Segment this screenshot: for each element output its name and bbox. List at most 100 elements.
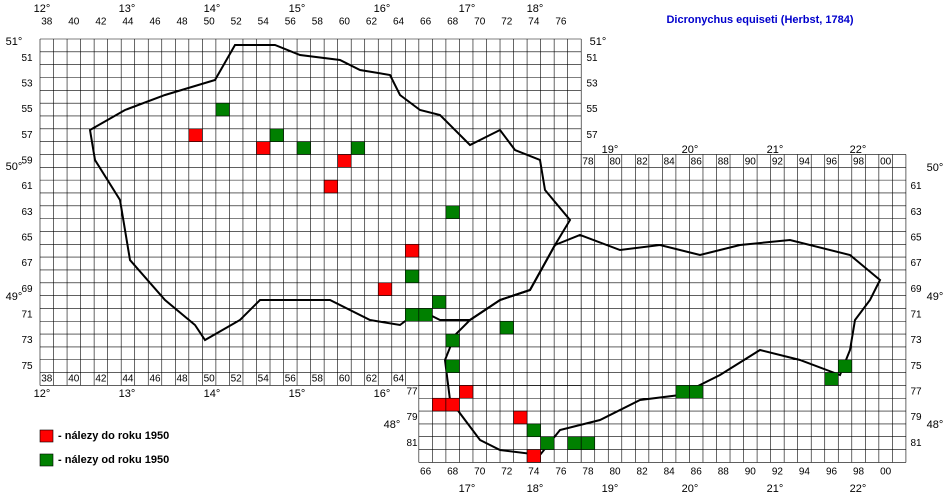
- row-label: 81: [910, 438, 922, 449]
- degree-label: 22°: [850, 144, 867, 156]
- finding-square: [405, 308, 420, 322]
- degree-label: 18°: [527, 483, 544, 495]
- row-label: 67: [910, 258, 922, 269]
- degree-label: 50°: [927, 162, 944, 174]
- finding-square: [215, 102, 230, 117]
- row-label: 55: [21, 104, 33, 115]
- row-label: 75: [910, 361, 922, 372]
- column-label: 76: [555, 17, 567, 28]
- column-label: 72: [501, 17, 513, 28]
- finding-square: [337, 154, 352, 168]
- column-label: 52: [231, 17, 243, 28]
- finding-square: [824, 372, 839, 386]
- finding-square: [296, 141, 311, 155]
- column-label: 00: [880, 467, 892, 478]
- degree-label: 17°: [459, 3, 476, 15]
- column-label: 88: [718, 157, 730, 168]
- column-label: 42: [95, 17, 107, 28]
- degree-label: 19°: [602, 144, 619, 156]
- column-label: 98: [853, 467, 865, 478]
- finding-square: [499, 320, 514, 335]
- row-label: 65: [910, 233, 922, 244]
- finding-square: [540, 436, 555, 450]
- degree-label: 13°: [119, 3, 136, 15]
- column-label: 84: [664, 467, 676, 478]
- column-label: 54: [258, 374, 270, 385]
- degree-label: 48°: [927, 419, 944, 431]
- column-label: 88: [718, 467, 730, 478]
- row-label: 57: [21, 130, 33, 141]
- degree-label: 15°: [289, 388, 306, 400]
- column-label: 82: [637, 467, 649, 478]
- column-label: 46: [149, 374, 161, 385]
- finding-square: [418, 308, 433, 322]
- column-label: 80: [609, 467, 621, 478]
- column-label: 82: [637, 157, 649, 168]
- row-label: 61: [21, 181, 33, 192]
- column-label: 48: [177, 17, 189, 28]
- column-label: 46: [149, 17, 161, 28]
- column-label: 70: [474, 467, 486, 478]
- row-label: 73: [21, 335, 33, 346]
- finding-square: [526, 423, 541, 438]
- column-label: 96: [826, 157, 838, 168]
- row-label: 61: [910, 181, 922, 192]
- grid: [39, 38, 907, 463]
- column-label: 62: [366, 17, 378, 28]
- column-label: 70: [474, 17, 486, 28]
- row-label: 65: [21, 233, 33, 244]
- border-sk: [443, 233, 882, 457]
- finding-square: [432, 397, 447, 412]
- degree-label: 18°: [527, 3, 544, 15]
- finding-square: [567, 436, 582, 450]
- column-label: 38: [41, 374, 53, 385]
- degree-label: 12°: [34, 388, 51, 400]
- finding-square: [675, 385, 690, 399]
- row-label: 69: [910, 284, 922, 295]
- finding-square: [445, 359, 460, 373]
- finding-square: [837, 359, 853, 373]
- degree-label: 49°: [927, 291, 944, 303]
- finding-square: [580, 436, 596, 450]
- column-label: 42: [95, 374, 107, 385]
- finding-square: [526, 449, 541, 463]
- finding-square: [445, 205, 460, 219]
- row-label: 63: [21, 207, 33, 218]
- degree-label: 21°: [767, 144, 784, 156]
- degree-label: 16°: [374, 3, 391, 15]
- title: Dicronychus equiseti (Herbst, 1784): [666, 14, 853, 26]
- column-label: 66: [420, 17, 432, 28]
- degree-label: 12°: [34, 3, 51, 15]
- column-label: 92: [772, 157, 784, 168]
- row-label: 53: [586, 79, 598, 90]
- column-label: 80: [609, 157, 621, 168]
- column-label: 98: [853, 157, 865, 168]
- column-label: 58: [312, 374, 324, 385]
- finding-square: [445, 333, 460, 348]
- column-label: 50: [204, 17, 216, 28]
- finding-square: [377, 282, 393, 296]
- finding-square: [513, 410, 528, 425]
- column-label: 38: [41, 17, 53, 28]
- legend-label: - nálezy od roku 1950: [58, 454, 169, 466]
- column-label: 90: [745, 467, 757, 478]
- column-label: 44: [122, 374, 134, 385]
- column-label: 86: [691, 157, 703, 168]
- column-label: 74: [528, 467, 540, 478]
- row-label: 69: [21, 284, 33, 295]
- column-label: 56: [285, 374, 297, 385]
- column-label: 40: [68, 17, 80, 28]
- finding-square: [459, 385, 474, 399]
- row-label: 79: [406, 412, 418, 423]
- row-label: 77: [910, 386, 922, 397]
- column-label: 68: [447, 467, 459, 478]
- finding-square: [445, 397, 460, 412]
- finding-square: [405, 243, 420, 258]
- degree-label: 19°: [602, 483, 619, 495]
- column-label: 92: [772, 467, 784, 478]
- column-label: 52: [231, 374, 243, 385]
- degree-label: 17°: [459, 483, 476, 495]
- degree-label: 15°: [289, 3, 306, 15]
- column-label: 60: [339, 374, 351, 385]
- row-label: 79: [910, 412, 922, 423]
